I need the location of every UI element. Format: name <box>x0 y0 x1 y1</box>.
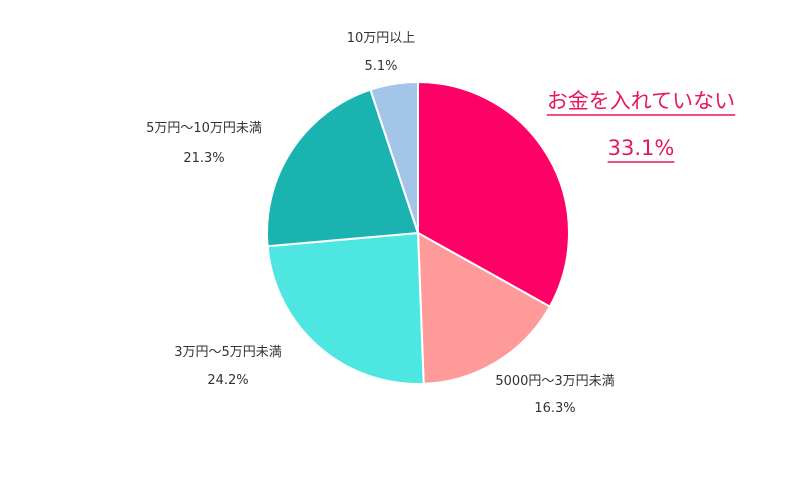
slice-value-1: 33.1% <box>608 136 675 160</box>
pie-slice-5 <box>369 80 419 234</box>
slice-label-4: 5万円〜10万円未満 <box>146 121 262 136</box>
pie-slices <box>266 80 570 385</box>
slice-label-1: お金を入れていない <box>547 89 735 113</box>
slice-value-3: 24.2% <box>207 373 248 388</box>
slice-value-5: 5.1% <box>364 59 397 74</box>
slice-label-5: 10万円以上 <box>347 31 416 46</box>
pie-slice-2 <box>416 231 552 385</box>
pie-slice-1 <box>417 80 570 308</box>
pie-slice-3 <box>266 231 425 385</box>
slice-value-4: 21.3% <box>183 151 224 166</box>
slice-value-2: 16.3% <box>534 401 575 416</box>
slice-label-2: 5000円〜3万円未満 <box>495 374 614 389</box>
pie-slice-4 <box>266 88 420 248</box>
slice-label-3: 3万円〜5万円未満 <box>174 345 282 360</box>
slice-labels: お金を入れていない 33.1% 5000円〜3万円未満 16.3% 3万円〜5万円未満 2… <box>146 31 736 416</box>
